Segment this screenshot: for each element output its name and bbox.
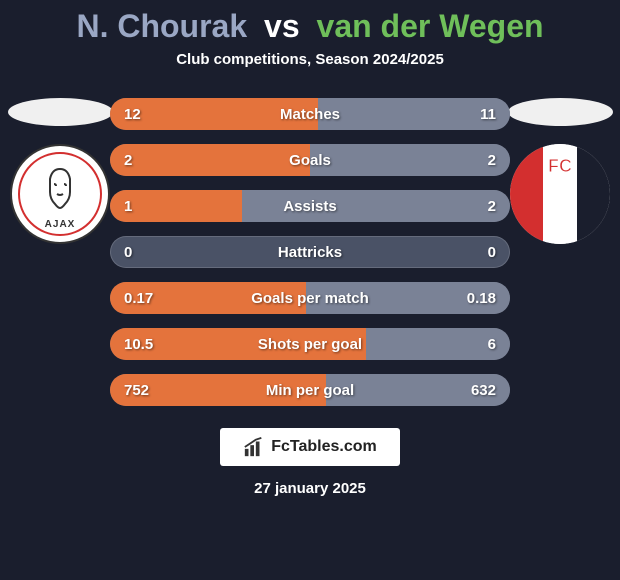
stat-row: 12 11 Matches bbox=[110, 98, 510, 130]
stat-label: Shots per goal bbox=[258, 336, 362, 353]
stat-value-right: 6 bbox=[488, 336, 496, 353]
brand-logo: FcTables.com bbox=[220, 428, 400, 466]
stat-label: Hattricks bbox=[278, 244, 342, 261]
right-club-column: FC bbox=[500, 98, 620, 244]
stat-label: Goals per match bbox=[251, 290, 369, 307]
stat-row: 752 632 Min per goal bbox=[110, 374, 510, 406]
stat-label: Goals bbox=[289, 152, 331, 169]
stat-row: 2 2 Goals bbox=[110, 144, 510, 176]
stat-value-right: 0 bbox=[488, 244, 496, 261]
stat-value-right: 11 bbox=[480, 106, 496, 123]
title-player1: N. Chourak bbox=[76, 8, 247, 44]
stat-row: 0.17 0.18 Goals per match bbox=[110, 282, 510, 314]
stat-value-left: 10.5 bbox=[124, 336, 153, 353]
stat-bar-right bbox=[310, 144, 510, 176]
player-silhouette-right bbox=[508, 98, 613, 126]
stats-list: 1211Matches22Goals12Assists00Hattricks0.… bbox=[110, 98, 510, 406]
utrecht-stripe-red bbox=[510, 144, 543, 244]
stat-bar-right bbox=[242, 190, 510, 222]
stat-row: 1 2 Assists bbox=[110, 190, 510, 222]
stat-label: Min per goal bbox=[266, 382, 354, 399]
stat-value-left: 0 bbox=[124, 244, 132, 261]
comparison-content: AJAX FC 1211Matches22Goals12Assists00Hat… bbox=[0, 98, 620, 406]
date-label: 27 january 2025 bbox=[0, 480, 620, 497]
stat-value-left: 12 bbox=[124, 106, 141, 123]
stat-row: 10.5 6 Shots per goal bbox=[110, 328, 510, 360]
club-logo-left: AJAX bbox=[10, 144, 110, 244]
stat-value-right: 2 bbox=[488, 198, 496, 215]
stat-value-left: 2 bbox=[124, 152, 132, 169]
stat-value-left: 0.17 bbox=[124, 290, 153, 307]
club-abbrev-left: AJAX bbox=[45, 219, 76, 230]
title-vs: vs bbox=[264, 8, 300, 44]
stat-value-right: 632 bbox=[471, 382, 496, 399]
stat-row: 0 0 Hattricks bbox=[110, 236, 510, 268]
chart-icon bbox=[243, 436, 265, 458]
stat-value-left: 1 bbox=[124, 198, 132, 215]
stat-label: Matches bbox=[280, 106, 340, 123]
stat-value-right: 0.18 bbox=[467, 290, 496, 307]
stat-bar-left bbox=[110, 144, 310, 176]
stat-value-left: 752 bbox=[124, 382, 149, 399]
club-logo-right: FC bbox=[510, 144, 610, 244]
brand-text: FcTables.com bbox=[271, 438, 377, 456]
stat-value-right: 2 bbox=[488, 152, 496, 169]
page-title: N. Chourak vs van der Wegen bbox=[0, 0, 620, 45]
title-player2: van der Wegen bbox=[317, 8, 544, 44]
player-silhouette-left bbox=[8, 98, 113, 126]
club-abbrev-right: FC bbox=[548, 156, 572, 177]
utrecht-stripe-dark bbox=[577, 144, 610, 244]
left-club-column: AJAX bbox=[0, 98, 120, 244]
subtitle: Club competitions, Season 2024/2025 bbox=[0, 51, 620, 68]
ajax-head-icon bbox=[40, 164, 80, 214]
stat-label: Assists bbox=[283, 198, 336, 215]
